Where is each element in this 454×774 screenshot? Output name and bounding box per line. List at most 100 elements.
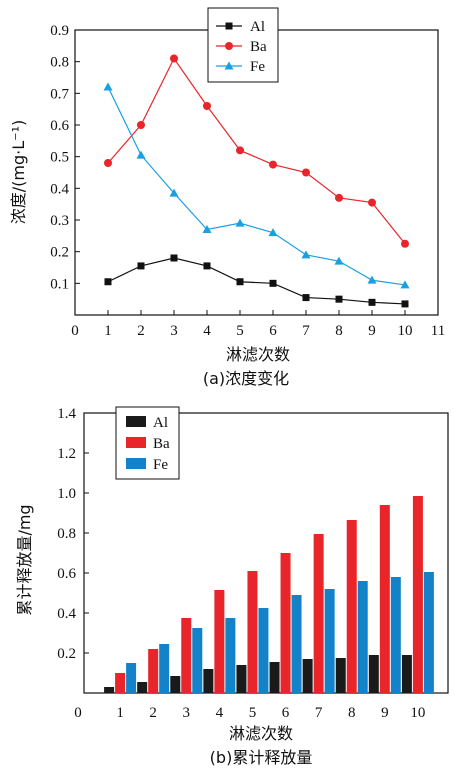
chart-a-point-al [401,300,409,308]
chart-b-y-tick-label: 0.2 [57,646,76,662]
chart-a-x-tick-label: 1 [104,323,112,339]
chart-a-point-fe [334,256,344,265]
chart-b-bar-ba [412,496,423,693]
chart-b-bar-ba [280,553,291,693]
chart-a-y-tick-label: 0.6 [50,118,69,134]
chart-b-bar-ba [181,618,192,693]
triangle-marker-icon [224,61,234,70]
chart-b-y-tick-label: 1.4 [57,406,76,422]
chart-a-point-ba [368,198,376,207]
chart-a-point-fe [136,150,146,159]
chart-a-series-line-fe [107,86,406,286]
chart-a-y-tick-label: 0.8 [50,55,69,71]
chart-a-point-al [236,278,244,286]
chart-b-series [104,496,434,693]
chart-a-x-tick-label: 3 [170,323,178,339]
square-marker-icon [225,22,233,30]
chart-b-xlabel: 淋滤次数 [229,724,293,743]
chart-b-y-tick-label: 0.8 [57,526,76,542]
chart-b-y-tick-label: 0.6 [57,566,76,582]
circle-marker-icon [225,42,233,50]
chart-a-y-tick-label: 0.2 [50,245,69,261]
chart-a-x-tick-label: 10 [398,323,413,339]
chart-a-point-fe [169,188,179,197]
chart-a-point-fe [103,82,113,91]
chart-a-x-tick-label: 11 [431,323,445,339]
chart-b-x-tick-label: 2 [149,705,157,721]
chart-b-caption: (b)累计释放量 [210,748,313,767]
chart-a-y-tick-label: 0.5 [50,150,69,166]
chart-a-point-ba [236,146,244,155]
chart-a-point-al [137,262,145,270]
chart-a-point-fe [202,225,212,233]
chart-b-x-tick-label: 5 [249,705,257,721]
chart-b-x-tick-label: 8 [348,705,356,721]
chart-b-bar-ba [247,571,258,693]
chart-b-y-tick-label: 0.4 [57,606,76,622]
chart-b-legend-fe: Fe [126,457,168,473]
chart-a-point-ba [269,160,277,169]
chart-a-point-ba [335,193,343,202]
chart-b-bar-fe [423,572,434,693]
chart-b-ticks: 0 1 2 3 4 5 6 7 8 9 10 0.2 0.4 0.6 0.8 1.0 1.2 1.4 [57,406,425,721]
chart-a-point-fe [268,228,278,237]
chart-a-point-fe [235,218,245,227]
chart-b-ylabel: 累计释放量/mg [15,504,34,615]
chart-a-point-ba [203,102,211,110]
chart-a-ticks: 0 1 2 3 4 5 6 7 8 9 10 11 0.1 0.2 0.3 0.4 0.5 0.6 0.7 0.8 0.… [50,23,445,339]
chart-b-bar-ba [148,649,159,693]
chart-a-x-tick-label: 4 [203,323,211,339]
chart-a-xlabel: 淋滤次数 [226,345,290,364]
chart-a-series [103,54,410,308]
chart-a-legend: Al Ba Fe [207,7,279,83]
chart-b-legend-ba: Ba [126,436,170,452]
chart-a-y-tick-label: 0.3 [50,213,69,229]
chart-b-bar-ba [379,505,390,693]
chart-a-point-al [203,262,211,270]
chart-b-x-tick-label: 1 [116,705,124,721]
chart-b-legend-al-swatch [126,416,146,427]
chart-a-point-al [269,279,277,287]
chart-a-x-tick-label: 9 [368,323,376,339]
chart-a-ylabel: 浓度/(mg·L⁻¹) [9,120,28,224]
chart-b-bar-al [104,687,115,693]
chart-b-x-tick-label: 7 [315,705,323,721]
chart-a-point-al [335,295,343,303]
chart-b-bar-fe [126,663,137,693]
chart-b-bar-al [137,682,148,693]
chart-b-legend-al-label: Al [153,415,168,431]
chart-b-bar-ba [214,590,225,693]
chart-b-bar-fe [225,618,236,693]
chart-b-bar-fe [324,589,335,693]
chart-a-y-tick-label: 0.1 [50,276,69,292]
chart-a-legend-fe-label: Fe [250,59,265,75]
chart-a-legend-fe: Fe [216,59,265,75]
chart-b-bar-al [170,676,181,693]
chart-a-caption: (a)浓度变化 [203,369,289,388]
chart-b-legend: Al Ba Fe [115,406,180,480]
chart-b-x-tick-label: 4 [216,705,224,721]
chart-b-bar-fe [390,577,401,693]
chart-b-x-tick-label: 6 [282,705,290,721]
chart-b-bar-ba [313,534,324,693]
chart-b-bar-fe [357,581,368,693]
chart-a-x-tick-label: 0 [71,323,79,339]
chart-a-point-fe [301,250,311,259]
chart-a-legend-al: Al [216,19,265,35]
chart-b-x-tick-label: 10 [410,705,425,721]
chart-a-point-ba [302,168,310,177]
chart-a-legend-al-label: Al [250,19,265,35]
chart-a-x-tick-label: 8 [335,323,343,339]
chart-b-legend-fe-swatch [126,458,146,469]
chart-b-bar-al [236,665,247,693]
chart-a-point-fe [367,275,377,284]
chart-b-bar-ba [346,520,357,693]
chart-b-bar-fe [192,628,203,693]
chart-b-legend-ba-label: Ba [153,436,170,452]
chart-b-x-tick-label: 3 [183,705,191,721]
chart-b: 0 1 2 3 4 5 6 7 8 9 10 0.2 0.4 0.6 0.8 1.0 1.2 1.4 累计释放量/… [15,406,449,767]
chart-a-point-ba [137,121,145,129]
chart-a-point-fe [400,280,410,289]
chart-b-bar-fe [159,644,170,693]
